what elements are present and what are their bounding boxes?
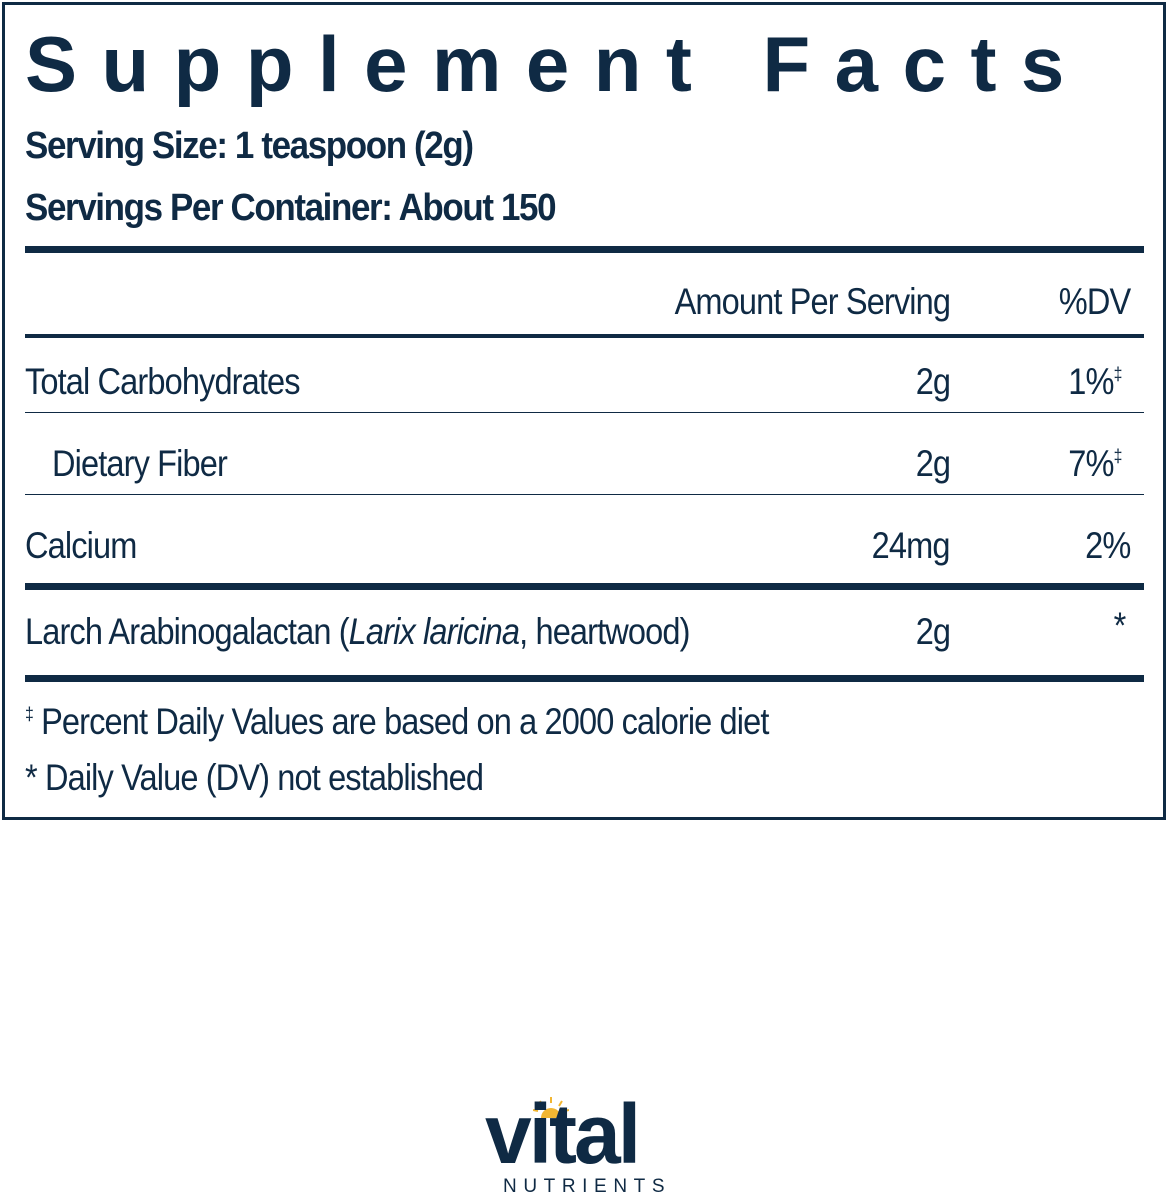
sun-icon xyxy=(533,1097,569,1118)
supplement-facts-panel: Supplement Facts Serving Size: 1 teaspoo… xyxy=(2,2,1166,820)
row-name: Larch Arabinogalactan (Larix laricina, h… xyxy=(25,611,690,652)
divider-medium xyxy=(25,334,1144,338)
row-name: Calcium xyxy=(25,525,137,566)
header-dv: %DV xyxy=(1058,281,1130,322)
header-amount: Amount Per Serving xyxy=(674,281,950,322)
servings-per-container: Servings Per Container: About 150 xyxy=(25,187,557,229)
divider-thin xyxy=(25,412,1144,413)
row-dv: * xyxy=(1113,605,1126,646)
row-dv: 1%‡ xyxy=(1067,361,1122,402)
title: Supplement Facts xyxy=(25,20,1089,108)
logo-tagline: NUTRIENTS xyxy=(503,1176,672,1197)
row-amount: 2g xyxy=(915,443,951,484)
divider-thick xyxy=(25,583,1144,590)
footnote-not-established: * Daily Value (DV) not established xyxy=(25,757,484,798)
logo-word: vital xyxy=(485,1087,641,1181)
footnote-dv: ‡ Percent Daily Values are based on a 20… xyxy=(25,701,769,742)
row-amount: 24mg xyxy=(872,525,951,566)
divider-thin xyxy=(25,494,1144,495)
row-name: Total Carbohydrates xyxy=(25,361,301,402)
row-dv: 7%‡ xyxy=(1067,443,1122,484)
serving-size: Serving Size: 1 teaspoon (2g) xyxy=(25,125,474,167)
row-amount: 2g xyxy=(915,361,951,402)
row-amount: 2g xyxy=(915,611,951,652)
vital-nutrients-logo: vital NUTRIENTS xyxy=(485,1092,680,1200)
row-dv: 2% xyxy=(1084,525,1131,566)
divider-thick xyxy=(25,675,1144,682)
divider-thick xyxy=(25,246,1144,253)
row-name: Dietary Fiber xyxy=(52,443,228,484)
